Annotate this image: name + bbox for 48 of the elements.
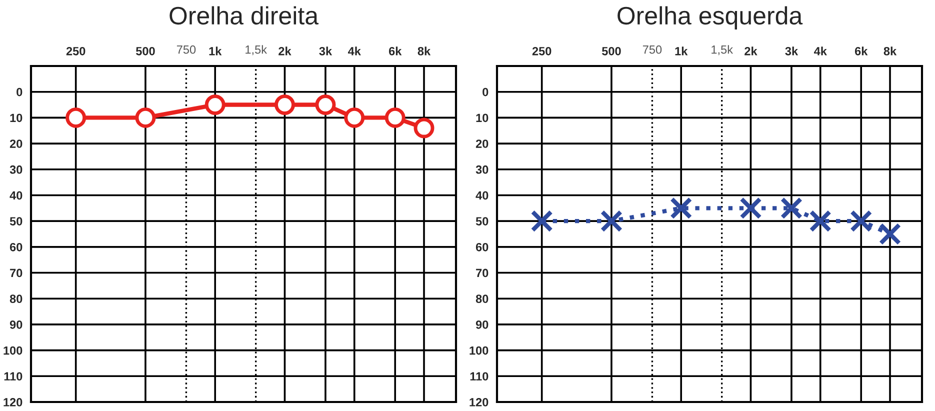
y-tick-label: 90 (476, 320, 488, 329)
x-tick-label: 1k (209, 46, 222, 56)
ref-line-label: 1,5k (246, 45, 268, 56)
y-tick-label: 0 (16, 88, 22, 96)
y-tick-label: 110 (470, 372, 488, 381)
y-tick-label: 90 (10, 320, 22, 329)
x-tick-label: 2k (278, 46, 292, 56)
x-tick-label: 4k (348, 46, 361, 56)
x-tick-label: 250 (532, 46, 552, 56)
x-tick-label: 250 (66, 46, 86, 56)
y-tick-label: 20 (476, 140, 488, 148)
x-tick-label: 8k (418, 46, 431, 56)
y-tick-label: 80 (10, 294, 22, 304)
y-tick-label: 10 (10, 114, 22, 122)
y-tick-label: 120 (470, 398, 488, 406)
y-tick-label: 70 (476, 268, 488, 278)
x-tick-label: 4k (814, 46, 827, 56)
y-tick-label: 40 (476, 191, 488, 200)
ref-line-label: 750 (176, 45, 196, 54)
x-tick-label: 6k (854, 46, 868, 56)
y-tick-label: 50 (10, 217, 22, 226)
x-tick-label: 500 (136, 46, 155, 56)
ref-line-label: 750 (642, 45, 662, 54)
y-tick-label: 40 (10, 191, 22, 200)
x-tick-label: 2k (744, 46, 758, 56)
y-tick-label: 100 (470, 346, 488, 355)
ref-line-label: 1,5k (712, 45, 734, 56)
y-tick-label: 60 (476, 242, 488, 252)
chart-title: Orelha direita (170, 6, 319, 25)
chart-title: Orelha esquerda (618, 6, 803, 30)
y-tick-label: 30 (10, 165, 22, 174)
y-tick-label: 50 (476, 217, 488, 226)
y-tick-label: 0 (482, 88, 488, 96)
x-tick-label: 8k (884, 46, 897, 56)
y-tick-label: 100 (4, 346, 22, 355)
x-tick-label: 3k (319, 46, 332, 56)
y-tick-label: 120 (4, 398, 22, 406)
x-tick-label: 1k (675, 46, 688, 56)
y-tick-label: 60 (10, 242, 22, 252)
x-tick-label: 6k (388, 46, 402, 56)
y-tick-label: 110 (4, 372, 22, 381)
x-tick-label: 3k (785, 46, 798, 56)
y-tick-label: 70 (10, 268, 22, 278)
y-tick-label: 10 (476, 114, 488, 122)
y-tick-label: 80 (476, 294, 488, 304)
y-tick-label: 20 (10, 140, 22, 148)
y-tick-label: 30 (476, 165, 488, 174)
x-tick-label: 500 (602, 46, 621, 56)
